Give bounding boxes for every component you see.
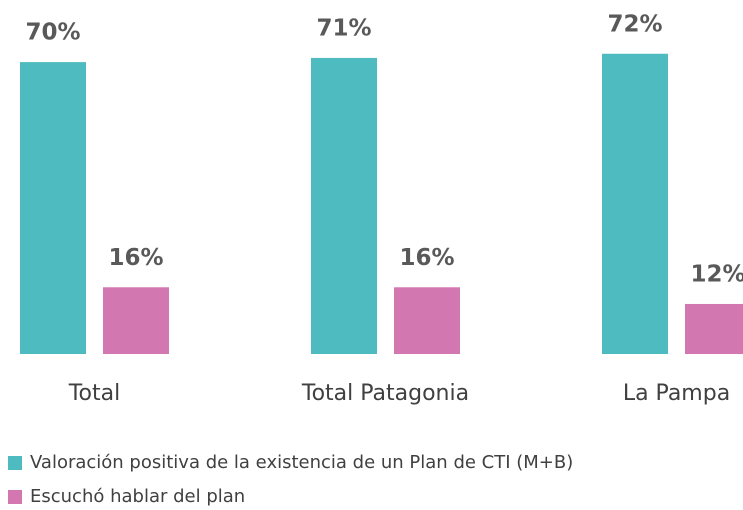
legend-swatch xyxy=(8,456,22,470)
bar xyxy=(394,287,460,354)
bar xyxy=(602,53,668,354)
bar xyxy=(685,303,743,354)
category-label: Total xyxy=(68,381,120,406)
value-label: 70% xyxy=(25,20,80,46)
bar xyxy=(103,287,169,354)
bar xyxy=(20,62,86,354)
category-label: La Pampa xyxy=(623,381,730,406)
value-label: 72% xyxy=(607,11,662,37)
value-label: 16% xyxy=(399,245,454,271)
legend-label: Escuchó hablar del plan xyxy=(30,486,245,507)
category-label: Total Patagonia xyxy=(301,381,469,406)
value-label: 12% xyxy=(690,261,743,287)
value-label: 16% xyxy=(108,245,163,271)
value-label: 71% xyxy=(316,15,371,41)
legend-swatch xyxy=(8,490,22,504)
bar xyxy=(311,57,377,355)
legend-label: Valoración positiva de la existencia de … xyxy=(30,452,573,473)
